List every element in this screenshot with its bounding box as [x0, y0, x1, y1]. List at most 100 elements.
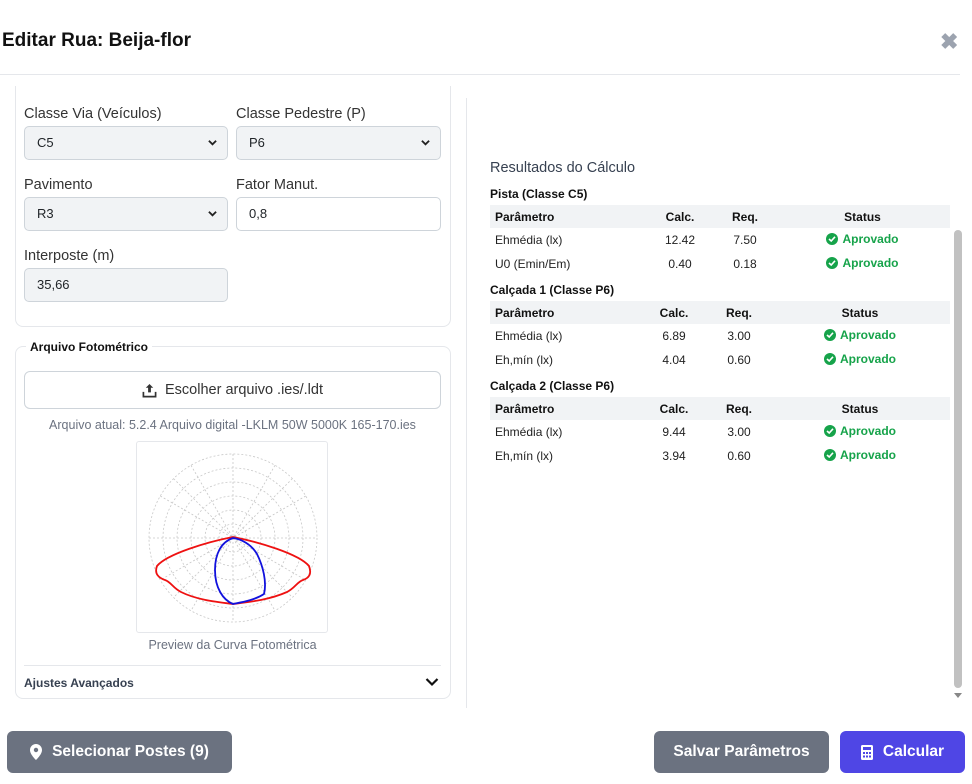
col-header-calc: Calc. [640, 397, 708, 420]
pavimento-value: R3 [37, 206, 54, 221]
cell-calc: 9.44 [662, 425, 686, 439]
page-title: Editar Rua: Beija-flor [2, 30, 191, 51]
status-badge: Aprovado [842, 256, 899, 270]
classe-via-label: Classe Via (Veículos) [24, 106, 162, 122]
upload-file-button[interactable]: Escolher arquivo .ies/.ldt [24, 371, 441, 409]
cell-calc: 12.42 [664, 233, 696, 247]
results-title: Resultados do Cálculo [490, 160, 636, 176]
upload-icon [142, 383, 157, 397]
table-row: Eh,mín (lx) 4.04 0.60 Aprovado [490, 348, 950, 372]
calculator-icon [860, 744, 873, 760]
select-posts-button[interactable]: Selecionar Postes (9) [7, 731, 232, 773]
cell-param: U0 (Emin/Em) [495, 257, 571, 271]
select-posts-label: Selecionar Postes (9) [52, 743, 209, 760]
cell-status: Aprovado [770, 348, 950, 372]
cell-status: Aprovado [770, 444, 950, 468]
status-badge: Aprovado [839, 424, 896, 438]
calculate-label: Calcular [882, 743, 945, 760]
table-row: Eh,mín (lx) 3.94 0.60 Aprovado [490, 444, 950, 468]
check-circle-icon [823, 449, 836, 461]
cell-param: Eh,mín (lx) [495, 449, 554, 463]
check-circle-icon [826, 257, 839, 269]
cell-calc: 6.89 [662, 329, 686, 343]
cell-req: 0.60 [727, 449, 751, 463]
column-divider [466, 98, 467, 708]
polar-chart [148, 453, 318, 623]
interposte-input[interactable]: 35,66 [24, 268, 228, 302]
classe-pedestre-select[interactable]: P6 [236, 126, 441, 160]
cell-param: Ehmédia (lx) [495, 233, 563, 247]
check-circle-icon [823, 329, 836, 341]
cell-req: 3.00 [727, 329, 751, 343]
col-header-param: Parâmetro [490, 397, 640, 420]
results-table: Parâmetro Calc. Req. Status Ehmédia (lx)… [490, 205, 950, 276]
pavimento-label: Pavimento [24, 177, 93, 193]
cell-status: Aprovado [770, 324, 950, 348]
interposte-value: 35,66 [37, 277, 70, 292]
results-table: Parâmetro Calc. Req. Status Ehmédia (lx)… [490, 301, 950, 372]
classe-pedestre-value: P6 [249, 135, 265, 150]
check-circle-icon [823, 353, 836, 365]
cell-req: 0.60 [727, 353, 751, 367]
table-row: Ehmédia (lx) 6.89 3.00 Aprovado [490, 324, 950, 348]
table-row: Ehmédia (lx) 12.42 7.50 Aprovado [490, 228, 950, 252]
upload-file-label: Escolher arquivo .ies/.ldt [165, 382, 323, 398]
section-title: Pista (Classe C5) [490, 187, 588, 201]
table-row: Ehmédia (lx) 9.44 3.00 Aprovado [490, 420, 950, 444]
results-section-calcada-2: Calçada 2 (Classe P6) Parâmetro Calc. Re… [490, 379, 950, 468]
cell-param: Ehmédia (lx) [495, 425, 563, 439]
check-circle-icon [823, 425, 836, 437]
calculate-button[interactable]: Calcular [840, 731, 965, 773]
modal-header: Editar Rua: Beija-flor ✖ [0, 0, 960, 75]
status-badge: Aprovado [839, 328, 896, 342]
parameters-card [15, 86, 451, 327]
chevron-down-icon [421, 140, 430, 146]
current-file-text: Arquivo atual: 5.2.4 Arquivo digital -LK… [49, 418, 416, 432]
interposte-label: Interposte (m) [24, 248, 115, 264]
photometric-preview [136, 441, 328, 633]
scrollbar-thumb[interactable] [954, 230, 962, 688]
pavimento-select[interactable]: R3 [24, 197, 228, 231]
cell-req: 7.50 [733, 233, 757, 247]
chevron-down-icon [208, 211, 217, 217]
cell-req: 3.00 [727, 425, 751, 439]
cell-status: Aprovado [775, 252, 950, 276]
col-header-status: Status [770, 301, 950, 324]
fator-manut-input[interactable]: 0,8 [236, 197, 441, 231]
section-title: Calçada 1 (Classe P6) [490, 283, 615, 297]
chevron-down-icon [208, 140, 217, 146]
photometric-card [15, 346, 451, 699]
fator-manut-value: 0,8 [249, 206, 268, 221]
section-title: Calçada 2 (Classe P6) [490, 379, 615, 393]
results-section-pista: Pista (Classe C5) Parâmetro Calc. Req. S… [490, 187, 950, 276]
col-header-calc: Calc. [645, 205, 715, 228]
cell-param: Eh,mín (lx) [495, 353, 554, 367]
fator-manut-label: Fator Manut. [236, 177, 319, 193]
status-badge: Aprovado [839, 352, 896, 366]
cell-calc: 3.94 [662, 449, 686, 463]
cell-req: 0.18 [733, 257, 757, 271]
col-header-req: Req. [708, 397, 770, 420]
map-marker-icon [30, 744, 43, 760]
classe-via-select[interactable]: C5 [24, 126, 228, 160]
col-header-req: Req. [715, 205, 775, 228]
table-row: U0 (Emin/Em) 0.40 0.18 Aprovado [490, 252, 950, 276]
photometric-legend: Arquivo Fotométrico [26, 340, 153, 354]
save-parameters-label: Salvar Parâmetros [673, 743, 810, 760]
results-table: Parâmetro Calc. Req. Status Ehmédia (lx)… [490, 397, 950, 468]
chevron-down-icon [425, 678, 439, 687]
cell-status: Aprovado [770, 420, 950, 444]
col-header-calc: Calc. [640, 301, 708, 324]
results-section-calcada-1: Calçada 1 (Classe P6) Parâmetro Calc. Re… [490, 283, 950, 372]
close-icon[interactable]: ✖ [940, 29, 959, 54]
classe-pedestre-label: Classe Pedestre (P) [236, 106, 366, 122]
cell-calc: 0.40 [668, 257, 692, 271]
classe-via-value: C5 [37, 135, 54, 150]
scroll-down-arrow-icon[interactable] [954, 693, 962, 698]
col-header-status: Status [770, 397, 950, 420]
cell-status: Aprovado [775, 228, 950, 252]
blue-curve [214, 537, 266, 605]
col-header-status: Status [775, 205, 950, 228]
advanced-settings-toggle[interactable]: Ajustes Avançados [24, 665, 441, 699]
save-parameters-button[interactable]: Salvar Parâmetros [654, 731, 829, 773]
